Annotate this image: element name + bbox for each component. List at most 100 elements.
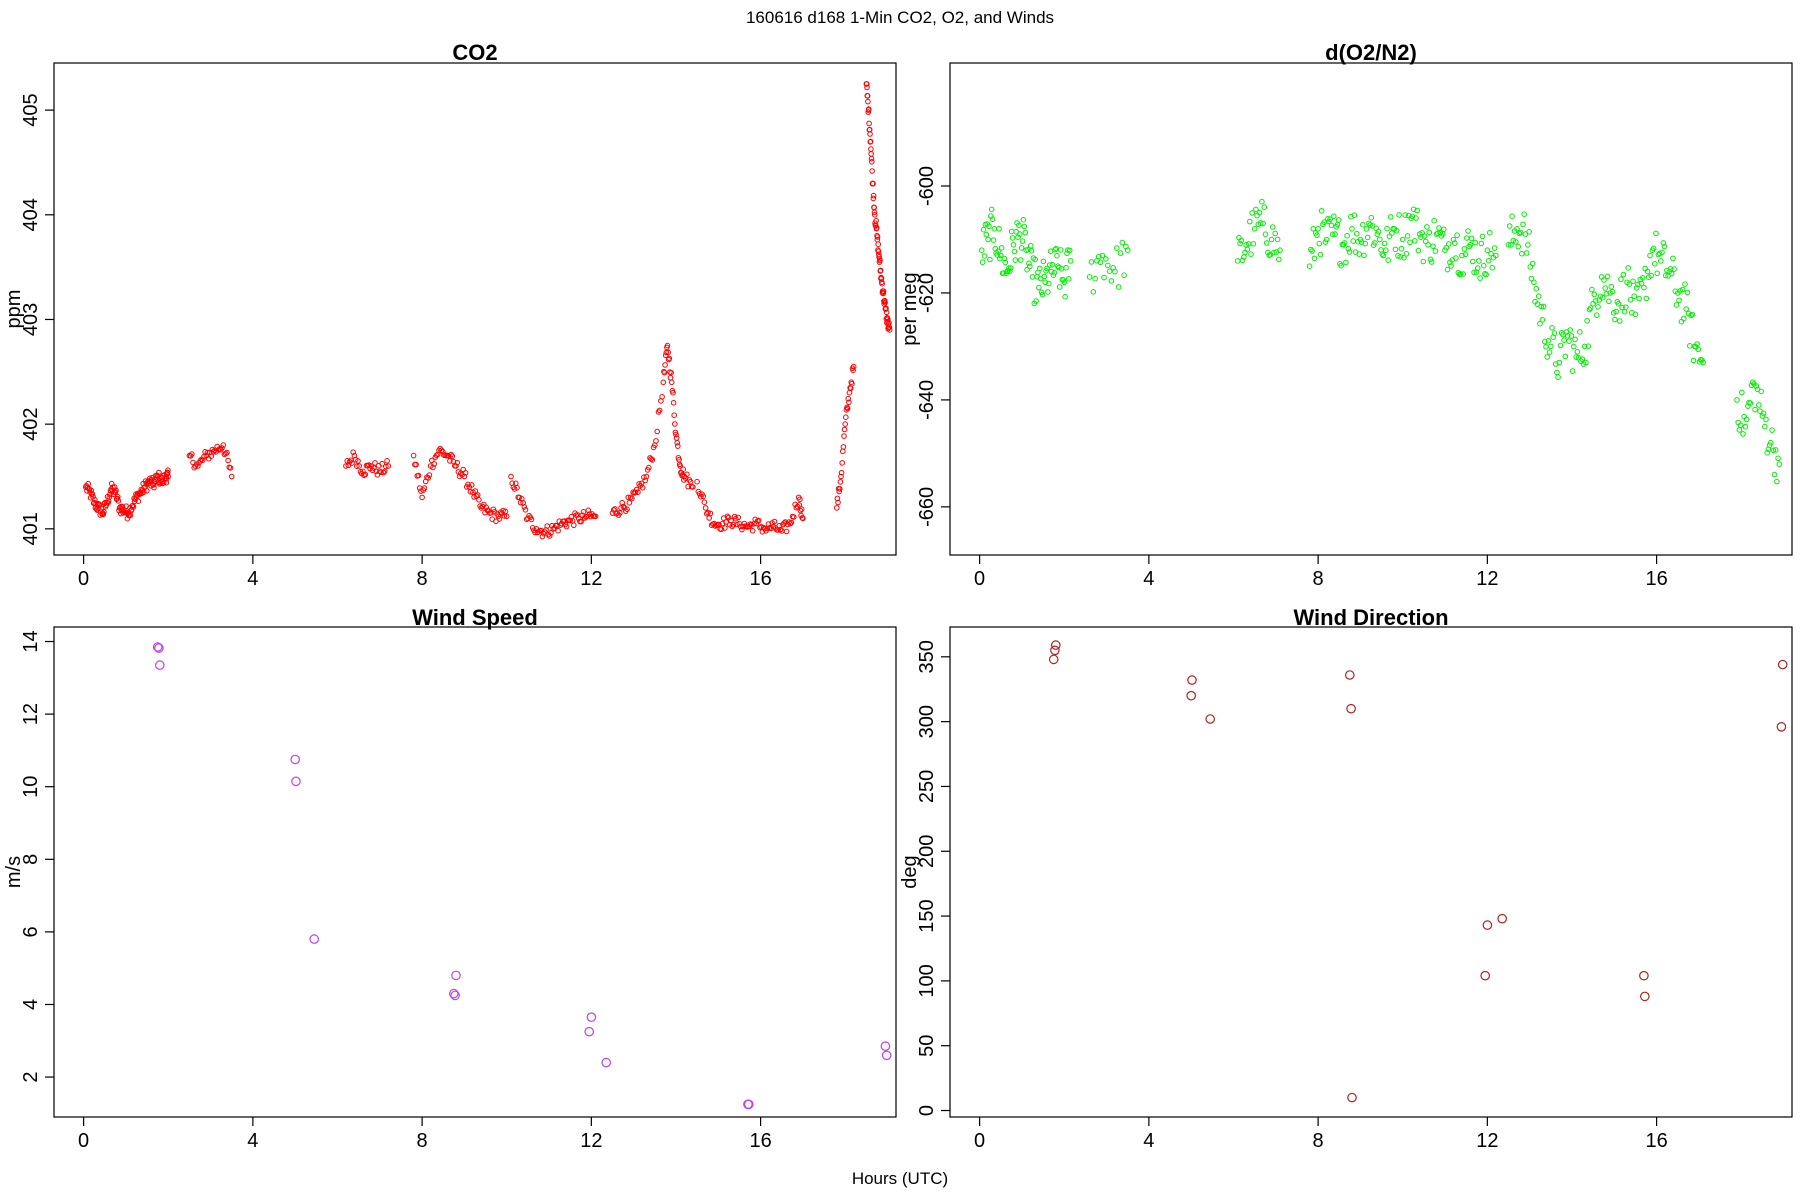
co2-point xyxy=(865,109,872,115)
wind-direction-point xyxy=(1051,640,1061,650)
o2-point xyxy=(1609,288,1616,295)
o2-point xyxy=(1006,265,1012,271)
co2-ytick-label: 402 xyxy=(20,407,42,440)
co2-point xyxy=(156,469,162,476)
o2-point xyxy=(1535,293,1542,300)
co2-point xyxy=(659,394,665,400)
co2-point xyxy=(454,459,461,466)
o2-point xyxy=(1661,243,1668,250)
wind-direction-point xyxy=(1187,675,1197,685)
co2-point xyxy=(629,495,635,502)
o2-point xyxy=(1644,268,1651,275)
co2-point xyxy=(163,479,170,486)
co2-point xyxy=(723,519,729,525)
co2-point xyxy=(225,457,231,464)
co2-point xyxy=(886,324,893,331)
co2-point xyxy=(625,494,632,501)
o2-point xyxy=(1585,343,1592,350)
o2-point xyxy=(1361,252,1367,259)
o2-point xyxy=(1639,275,1646,281)
o2-point xyxy=(1372,240,1378,246)
wind-speed-point xyxy=(152,642,163,652)
co2-point xyxy=(846,399,852,406)
wind-speed-point xyxy=(448,988,459,999)
wind-speed-point xyxy=(451,970,461,981)
wind-direction-point xyxy=(1639,970,1649,981)
o2-point xyxy=(1363,226,1370,232)
o2-point xyxy=(1687,343,1693,349)
co2-point xyxy=(883,309,890,316)
o2-point xyxy=(1090,289,1097,295)
o2-point xyxy=(1448,263,1454,269)
o2-ylabel: per meg xyxy=(899,272,921,345)
o2-point xyxy=(1368,214,1375,221)
co2-xtick-label: 16 xyxy=(749,568,771,590)
o2-point xyxy=(990,237,997,243)
co2-point xyxy=(624,506,630,513)
co2-point xyxy=(350,449,357,456)
co2-point xyxy=(546,533,553,539)
wind-direction-point xyxy=(1050,645,1060,656)
co2-point xyxy=(872,212,878,218)
co2-point xyxy=(771,518,778,525)
co2-point xyxy=(885,316,891,322)
o2-point xyxy=(1384,225,1390,232)
o2-point xyxy=(1344,232,1350,239)
o2-point xyxy=(1315,226,1321,232)
o2-point xyxy=(1631,293,1637,300)
co2-point xyxy=(870,195,877,202)
co2-point xyxy=(666,355,673,362)
o2-point xyxy=(1398,245,1405,252)
co2-point xyxy=(838,473,844,480)
o2-point xyxy=(1375,229,1382,235)
co2-xtick-label: 8 xyxy=(417,568,428,590)
wind-direction-ytick-label: 100 xyxy=(916,964,938,997)
o2-point xyxy=(1046,280,1052,287)
o2-xtick-label: 12 xyxy=(1476,568,1498,590)
o2-point xyxy=(1546,349,1553,355)
co2-point xyxy=(836,488,843,495)
o2-point xyxy=(1633,285,1640,291)
o2-point xyxy=(1690,357,1697,364)
o2-point xyxy=(1054,252,1060,259)
co2-point xyxy=(844,405,851,412)
o2-point xyxy=(1584,318,1590,324)
o2-point xyxy=(979,259,986,266)
co2-point xyxy=(356,463,363,469)
o2-point xyxy=(1756,402,1762,408)
o2-point xyxy=(1242,249,1248,256)
co2-point xyxy=(674,439,681,446)
co2-point xyxy=(135,498,142,505)
wind-direction-point xyxy=(1482,920,1493,930)
wind-speed-point xyxy=(586,1012,597,1022)
co2-point xyxy=(508,473,514,480)
o2-point xyxy=(1086,274,1093,280)
o2-point xyxy=(1542,338,1548,345)
co2-point xyxy=(873,218,879,224)
co2-point xyxy=(212,447,218,454)
co2-point xyxy=(866,120,872,127)
o2-point xyxy=(1306,263,1313,270)
o2-xtick-label: 8 xyxy=(1313,568,1324,590)
co2-point xyxy=(800,515,806,522)
o2-point xyxy=(1007,265,1014,271)
o2-point xyxy=(1039,291,1046,298)
co2-point xyxy=(465,481,471,488)
o2-point xyxy=(1323,236,1330,243)
o2-point xyxy=(1316,240,1323,247)
o2-panel: d(O2/N2) per meg 0 4 8 12 16 -600 -620 -640 -660 xyxy=(899,40,1793,590)
o2-point xyxy=(1322,239,1329,245)
co2-point xyxy=(554,522,560,529)
o2-point xyxy=(1561,337,1567,344)
o2-point xyxy=(1063,264,1069,271)
wind-direction-point xyxy=(1640,991,1650,1002)
o2-point xyxy=(1021,223,1028,230)
o2-point xyxy=(1626,281,1633,288)
o2-point xyxy=(1635,281,1641,288)
o2-point xyxy=(1276,256,1282,263)
o2-ytick-label: -640 xyxy=(916,380,938,420)
co2-point xyxy=(687,478,694,485)
co2-point xyxy=(89,491,96,497)
co2-point xyxy=(838,469,845,476)
o2-point xyxy=(1471,269,1477,276)
